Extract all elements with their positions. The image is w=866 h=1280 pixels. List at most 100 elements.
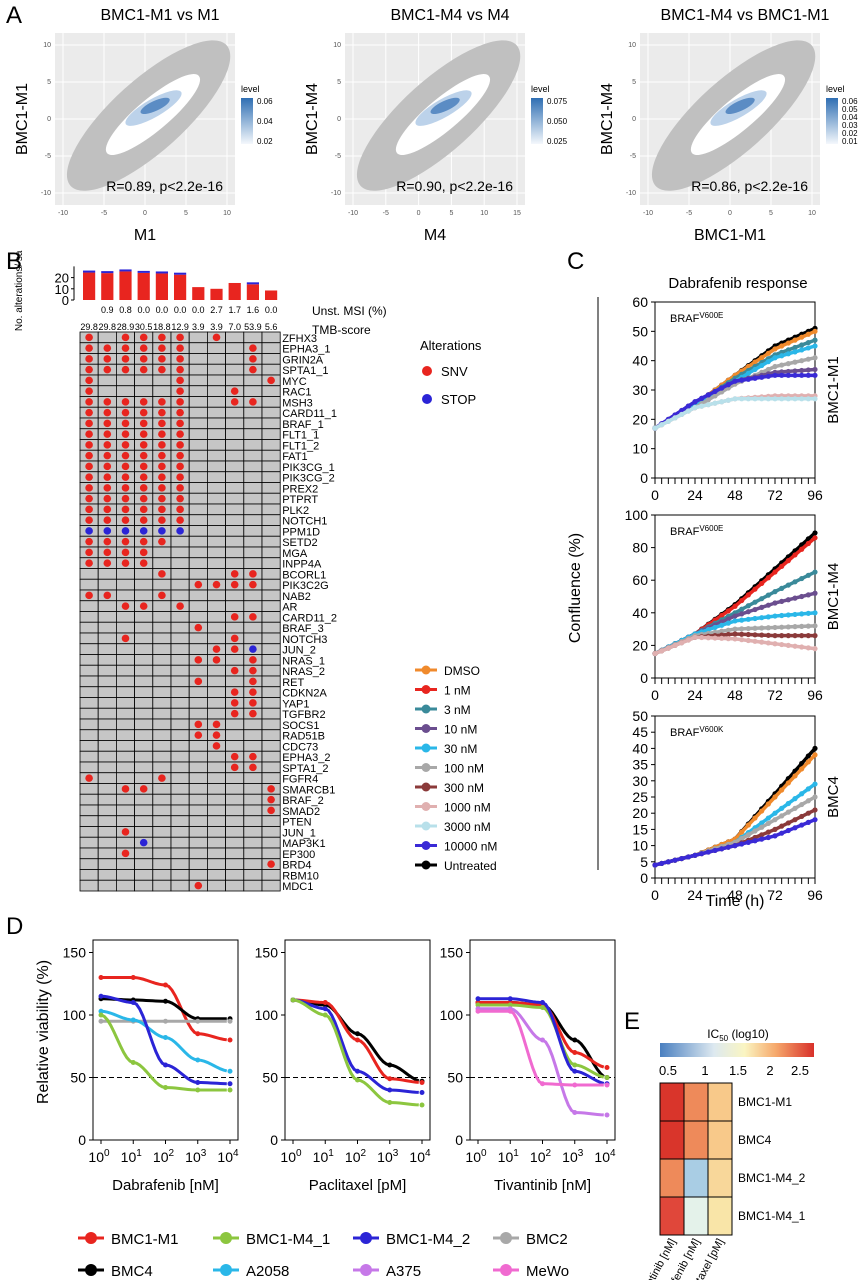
dose-point [419,1080,425,1085]
growth-point [772,613,778,619]
grid-cell [170,643,190,655]
panel-a-scatter-plots: BMC1-M1 vs M1 -10 -5 0 5 10 10 5 0 -5 -10 R=0.89, p… [14,7,858,244]
snv-dot [121,344,130,352]
snv-dot [249,688,257,696]
grid-cell [261,331,281,344]
y-tick-label: 25 [632,789,648,805]
gene-label: TGFBR2 [282,709,325,721]
growth-point [725,844,731,850]
grid-cell [225,471,245,483]
snv-dot [176,387,184,395]
growth-point [792,368,798,374]
gene-label: BRAF_2 [282,795,324,807]
growth-point [779,641,785,648]
grid-cell [261,761,281,774]
grid-cell [134,815,154,827]
grid-cell [225,793,245,806]
grid-cell [261,439,281,451]
snv-dot [158,344,166,352]
y-tick-label: 10 [333,42,341,49]
growth-point [739,631,745,637]
panel-letter-d: D [6,913,24,940]
x-tick-label: 102 [345,1148,367,1165]
grid-cell [116,707,136,720]
mutation-label: BRAFV600E [670,524,723,538]
growth-point [772,641,778,647]
snv-dot [212,720,221,729]
dose-legend-label: MeWo [526,1263,569,1280]
dose-legend-label: 30 nM [444,742,477,756]
dose-legend-label: 100 nM [444,762,484,776]
density-contour-inner [725,97,755,115]
snv-dot [139,398,148,406]
dose-point [163,1062,168,1068]
dose-curve [478,1007,604,1117]
y-tick-label: -10 [331,190,341,197]
bar-snv [119,271,132,300]
snv-dot [121,451,130,460]
grid-cell [188,600,208,612]
grid-cell [206,815,226,827]
growth-point [759,396,765,402]
grid-cell [188,858,208,870]
growth-point [719,628,725,634]
snv-dot [139,430,148,438]
growth-point [792,796,798,802]
snv-dot [230,387,239,395]
grid-cell [170,879,190,892]
heatmap-cell [659,1082,685,1122]
growth-point [725,631,731,638]
grid-cell [116,815,136,827]
snv-dot [85,355,93,363]
growth-point [685,854,691,860]
dose-legend-label: DMSO [444,664,480,678]
grid-cell [134,385,154,397]
grid-cell [152,664,172,677]
grid-cell [152,611,172,623]
grid-cell [116,611,136,623]
grid-cell [79,729,99,741]
dose-legend-label: BMC1-M1 [111,1231,179,1248]
grid-cell [170,804,190,817]
grid-cell [243,783,263,795]
grid-cell [116,718,136,731]
gene-label: JUN_1 [282,827,316,839]
dose-legend-marker [421,821,431,831]
dose-point [475,1008,481,1014]
dose-point [163,1035,168,1040]
grid-cell [188,611,208,623]
snv-dot [158,591,166,600]
correlation-text: R=0.89, p<2.2e-16 [106,178,223,194]
grid-cell [225,783,245,795]
dose-point [572,1037,578,1043]
grid-cell [79,740,99,752]
growth-point [772,355,778,361]
growth-point [765,801,771,807]
heatmap-cell [659,1196,685,1236]
growth-point [785,582,791,588]
grid-cell [261,826,281,838]
growth-point [705,635,711,641]
grid-cell [225,535,245,548]
heatmap-cell [683,1082,709,1122]
snv-dot [85,451,93,460]
grid-cell [243,815,263,827]
growth-point [745,603,751,609]
dose-point [163,982,168,988]
gene-label: PTEN [282,817,311,829]
msi-value: 0.8 [119,305,132,315]
growth-point [799,801,805,808]
tmb-value: 3.9 [210,322,223,332]
snv-dot [139,785,148,793]
grid-cell [261,836,281,849]
gene-label: PTPRT [282,494,318,506]
growth-point [759,836,765,842]
snv-dot [85,774,93,782]
grid-cell [170,783,190,795]
growth-point [765,614,771,620]
grid-cell [188,546,208,559]
grid-cell [79,761,99,774]
